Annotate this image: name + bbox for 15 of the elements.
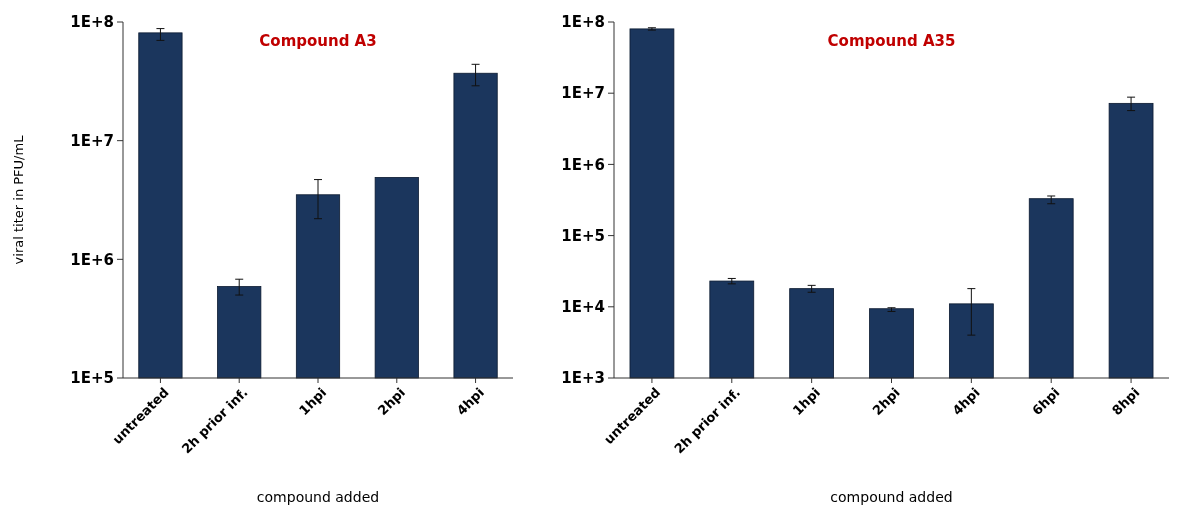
x-axis-title: compound added xyxy=(830,489,953,505)
x-axis-title: compound added xyxy=(256,489,380,505)
text: Compound A3 xyxy=(259,32,377,50)
y-tick-label: 1E+8 xyxy=(70,13,114,32)
y-tick-label: 1E+5 xyxy=(561,226,605,245)
y-tick-label: 1E+5 xyxy=(70,369,114,388)
y-axis-title: viral titer in PFU/mL xyxy=(11,134,26,265)
y-tick-label: 1E+6 xyxy=(561,155,605,174)
y-tick-label: 1E+8 xyxy=(561,13,605,32)
y-tick-label: 1E+7 xyxy=(70,131,114,150)
y-tick-label: 1E+6 xyxy=(70,250,114,269)
text: Compound A35 xyxy=(827,32,956,50)
y-tick-label: 1E+3 xyxy=(561,369,605,388)
y-tick-label: 1E+7 xyxy=(561,84,605,103)
y-tick-label: 1E+4 xyxy=(561,298,605,317)
